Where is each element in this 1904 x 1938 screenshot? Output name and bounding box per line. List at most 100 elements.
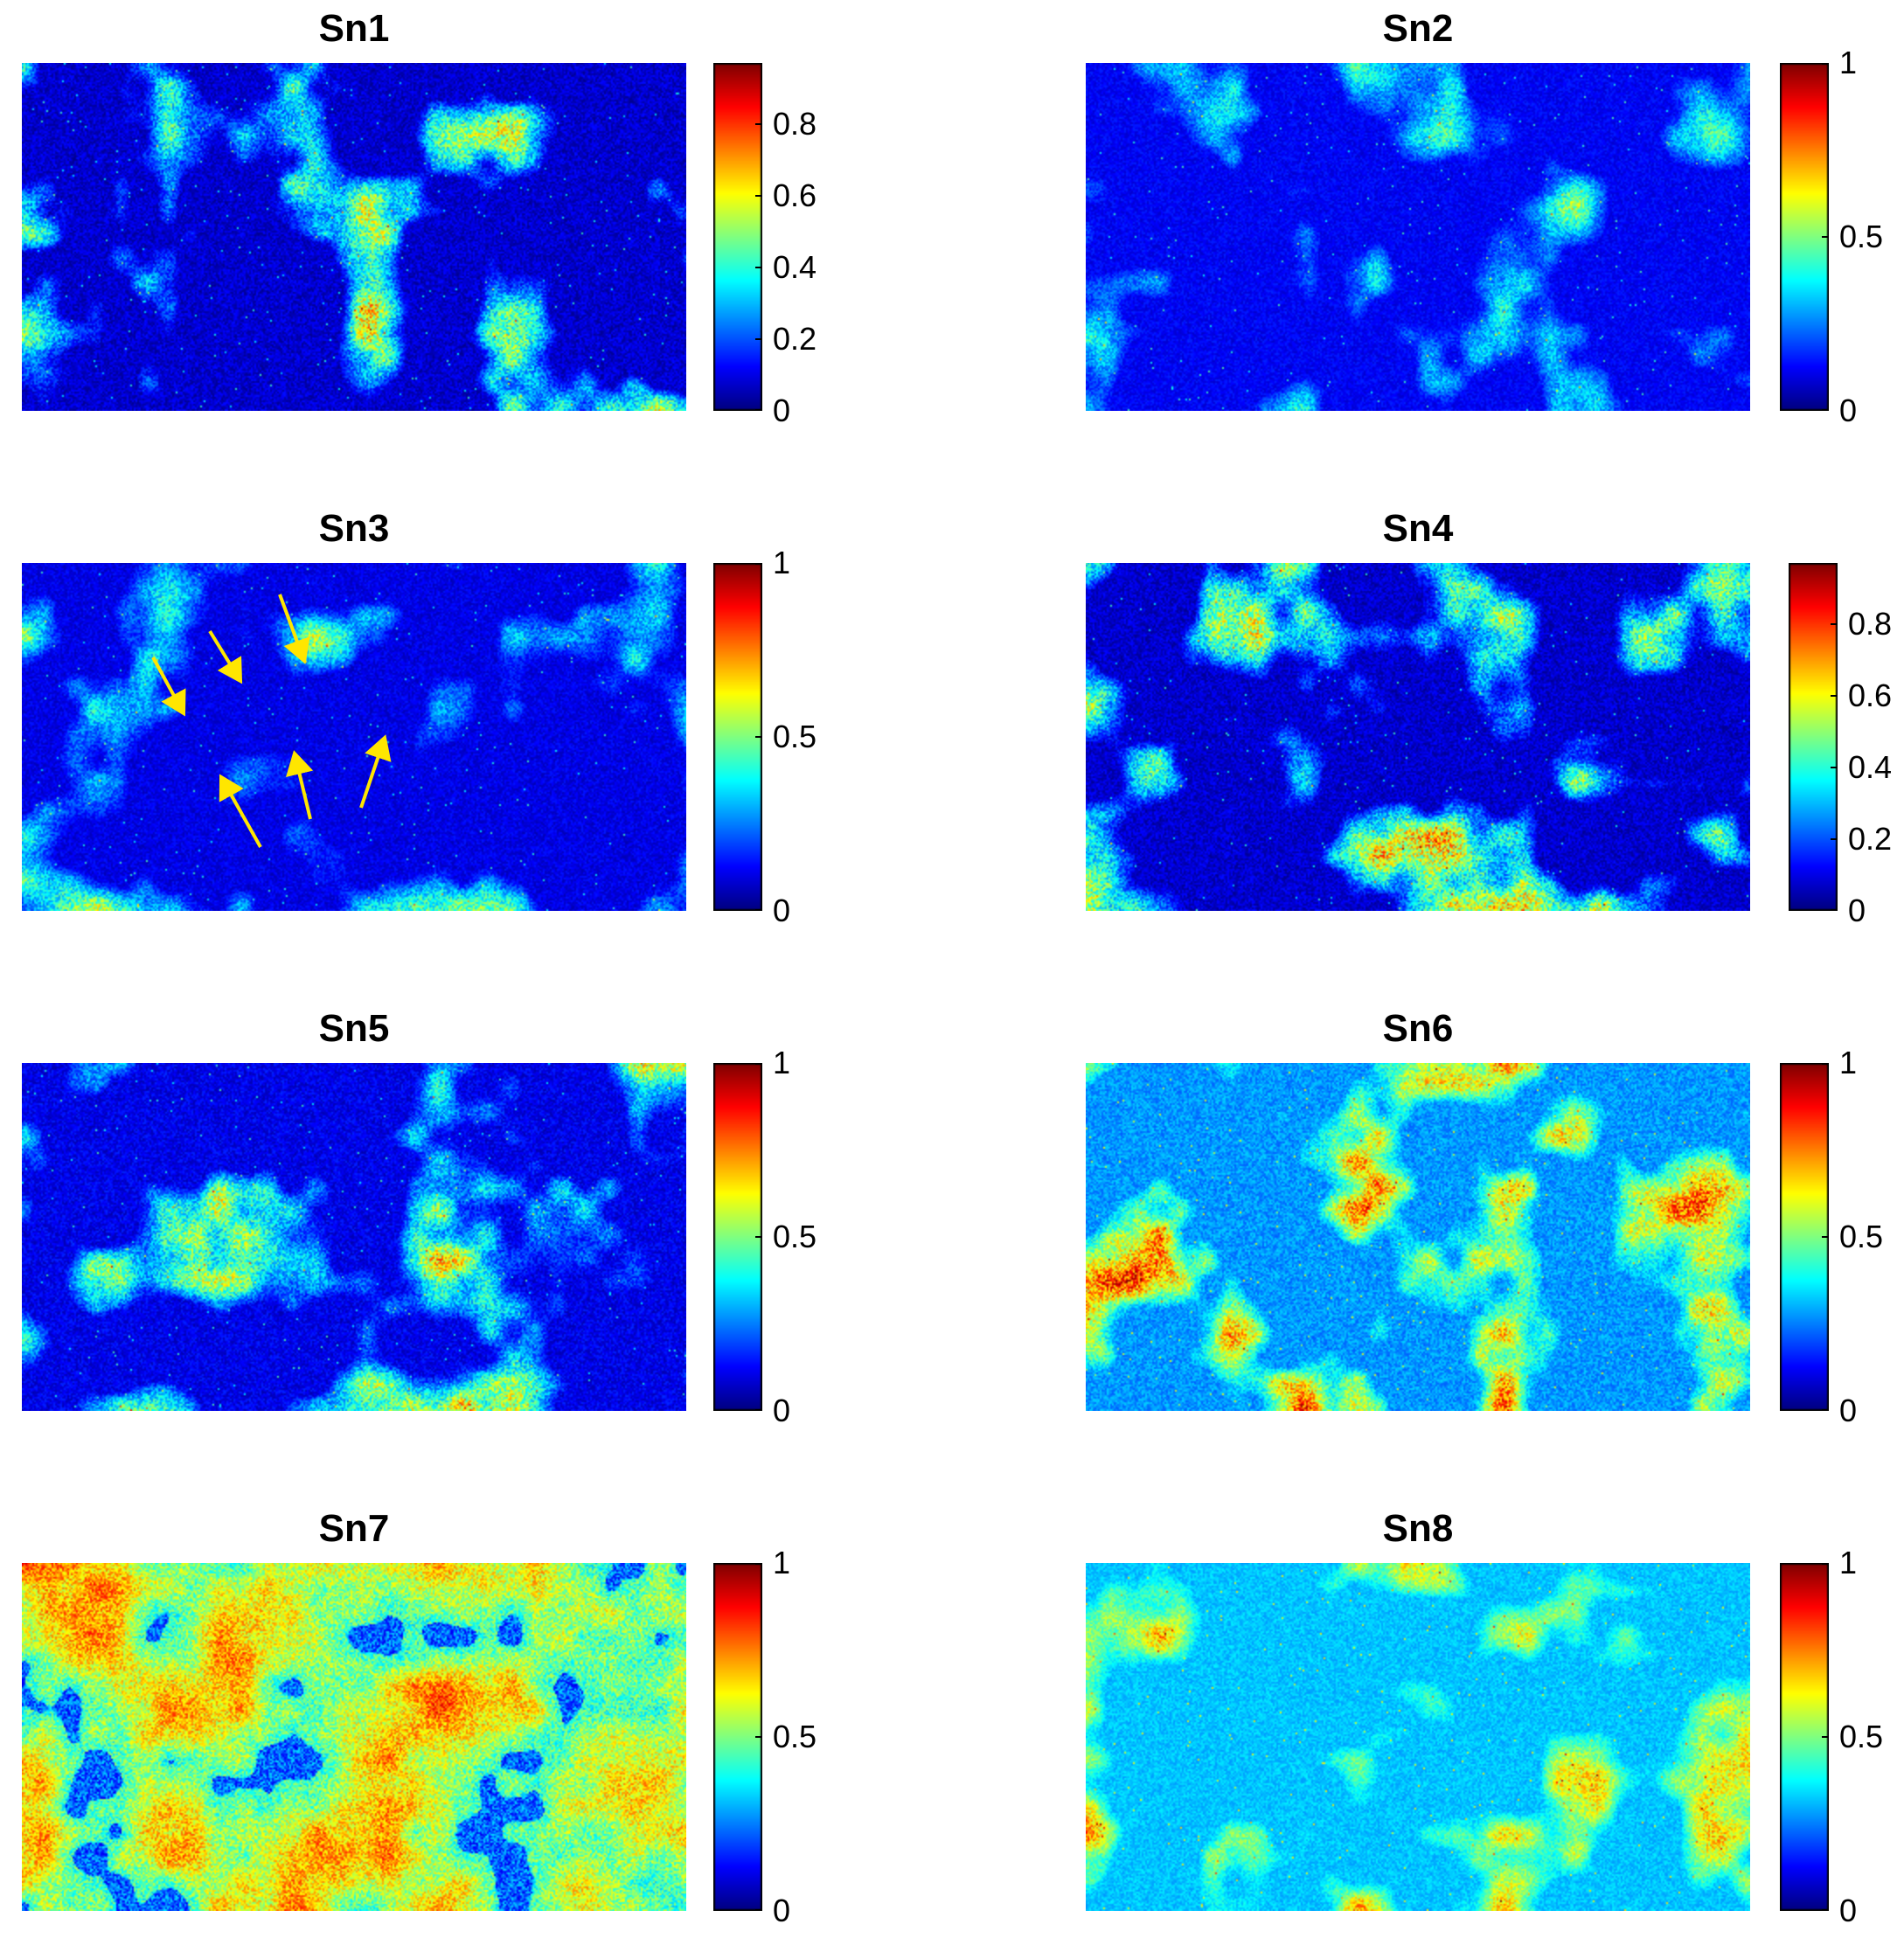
panel-title: Sn1	[318, 7, 390, 50]
colorbar-tick-label: 0.5	[773, 1719, 817, 1754]
colorbar-tick-mark	[1822, 409, 1829, 411]
colorbar-tick-label: 0.5	[1839, 1719, 1884, 1754]
heatmap	[22, 1063, 686, 1411]
colorbar-ticks: 0 0.5 1	[1822, 1547, 1904, 1927]
colorbar-tick-label: 0.5	[773, 1219, 817, 1254]
colorbar-tick-label: 0	[1839, 1393, 1858, 1428]
colorbar-tick-mark	[755, 337, 762, 340]
colorbar-tick-mark	[1831, 837, 1838, 840]
colorbar-tick-mark	[1822, 1063, 1829, 1065]
colorbar-tick-label: 0.5	[1839, 219, 1884, 254]
colorbar-tick-label: 0.6	[773, 177, 817, 213]
colorbar	[1780, 63, 1829, 411]
panel-title: Sn6	[1382, 1007, 1454, 1050]
colorbar-tick-mark	[755, 1236, 762, 1238]
colorbar-tick-mark	[1822, 63, 1829, 65]
heatmap	[1086, 1563, 1750, 1911]
colorbar	[713, 63, 762, 411]
colorbar-tick-mark	[755, 1909, 762, 1911]
heatmap	[1086, 1063, 1750, 1411]
colorbar-ticks: 0 0.5 1	[1822, 47, 1904, 427]
arrow	[208, 629, 243, 684]
colorbar-tick-mark	[755, 909, 762, 911]
colorbar-tick-label: 1	[773, 1045, 791, 1080]
colorbar-tick-label: 1	[1839, 1545, 1858, 1580]
colorbar-ticks: 0 0.5 1	[755, 1047, 850, 1427]
heatmap	[22, 563, 686, 911]
colorbar	[1789, 563, 1838, 911]
colorbar-tick-mark	[755, 266, 762, 268]
heatmap	[22, 1563, 686, 1911]
colorbar-tick-mark	[1831, 694, 1838, 697]
arrow	[286, 750, 314, 820]
colorbar-tick-mark	[755, 409, 762, 411]
panel-title: Sn5	[318, 1007, 390, 1050]
panel-title: Sn4	[1382, 507, 1454, 550]
heatmap	[22, 63, 686, 411]
colorbar-tick-label: 1	[1839, 1045, 1858, 1080]
panel-sn8: Sn8 0 0.5 1	[1086, 1500, 1904, 1927]
colorbar-tick-label: 0.6	[1848, 677, 1893, 713]
arrow	[278, 594, 310, 664]
colorbar-ticks: 0 0.5 1	[1822, 1047, 1904, 1427]
colorbar-ticks: 0 0.5 1	[755, 1547, 850, 1927]
arrow-annotations	[151, 594, 392, 848]
colorbar-tick-mark	[1831, 909, 1838, 911]
colorbar-tick-mark	[755, 563, 762, 565]
colorbar-tick-mark	[1822, 1563, 1829, 1565]
panel-title: Sn3	[318, 507, 390, 550]
colorbar-tick-label: 0.2	[1848, 820, 1893, 857]
colorbar-tick-mark	[1831, 622, 1838, 625]
colorbar-tick-mark	[755, 122, 762, 125]
colorbar-tick-label: 0	[773, 1393, 791, 1428]
panel-sn1: Sn1 0 0.2 0.4 0.6 0.8	[22, 0, 844, 427]
colorbar-tick-label: 0.4	[773, 248, 817, 285]
colorbar	[713, 1563, 762, 1911]
heatmap	[1086, 63, 1750, 411]
colorbar-tick-mark	[755, 1063, 762, 1065]
panel-title: Sn7	[318, 1507, 390, 1550]
panel-title: Sn8	[1382, 1507, 1454, 1550]
colorbar-tick-mark	[755, 1736, 762, 1738]
colorbar-tick-label: 0	[1848, 893, 1866, 928]
colorbar	[1780, 1063, 1829, 1411]
colorbar-tick-label: 1	[773, 545, 791, 580]
colorbar-tick-label: 0	[773, 893, 791, 928]
heatmap	[1086, 563, 1750, 911]
panel-sn5: Sn5 0 0.5 1	[22, 1000, 844, 1427]
colorbar-tick-mark	[755, 1409, 762, 1411]
colorbar-tick-label: 1	[773, 1545, 791, 1580]
colorbar-tick-mark	[1822, 1909, 1829, 1911]
colorbar-tick-label: 0	[773, 392, 791, 428]
colorbar-ticks: 0 0.5 1	[755, 547, 850, 927]
colorbar-tick-label: 0.2	[773, 320, 817, 357]
colorbar-ticks: 0 0.2 0.4 0.6 0.8	[755, 63, 850, 427]
colorbar	[713, 1063, 762, 1411]
colorbar	[1780, 1563, 1829, 1911]
colorbar-tick-mark	[755, 1563, 762, 1565]
panel-sn3: Sn3 0 0.5 1	[22, 500, 844, 927]
panel-sn7: Sn7 0 0.5 1	[22, 1500, 844, 1927]
colorbar-tick-mark	[1831, 766, 1838, 768]
colorbar-tick-mark	[1822, 1236, 1829, 1238]
colorbar-tick-label: 0.5	[1839, 1219, 1884, 1254]
colorbar-tick-label: 0	[773, 1893, 791, 1928]
colorbar	[713, 563, 762, 911]
colorbar-tick-label: 1	[1839, 45, 1858, 80]
panel-sn2: Sn2 0 0.5 1	[1086, 0, 1904, 427]
colorbar-tick-label: 0.8	[1848, 605, 1893, 642]
colorbar-ticks: 0 0.2 0.4 0.6 0.8	[1831, 563, 1904, 927]
colorbar-tick-label: 0	[1839, 1893, 1858, 1928]
arrow	[151, 656, 186, 717]
panel-title: Sn2	[1382, 7, 1454, 50]
panel-sn4: Sn4 0 0.2 0.4 0.6 0.8	[1086, 500, 1904, 927]
colorbar-tick-label: 0.4	[1848, 748, 1893, 785]
colorbar-tick-label: 0	[1839, 392, 1858, 428]
colorbar-tick-mark	[755, 194, 762, 197]
arrow	[219, 774, 262, 848]
colorbar-tick-label: 0.8	[773, 105, 817, 142]
colorbar-tick-label: 0.5	[773, 719, 817, 754]
colorbar-tick-mark	[755, 736, 762, 738]
panel-sn6: Sn6 0 0.5 1	[1086, 1000, 1904, 1427]
colorbar-tick-mark	[1822, 1409, 1829, 1411]
